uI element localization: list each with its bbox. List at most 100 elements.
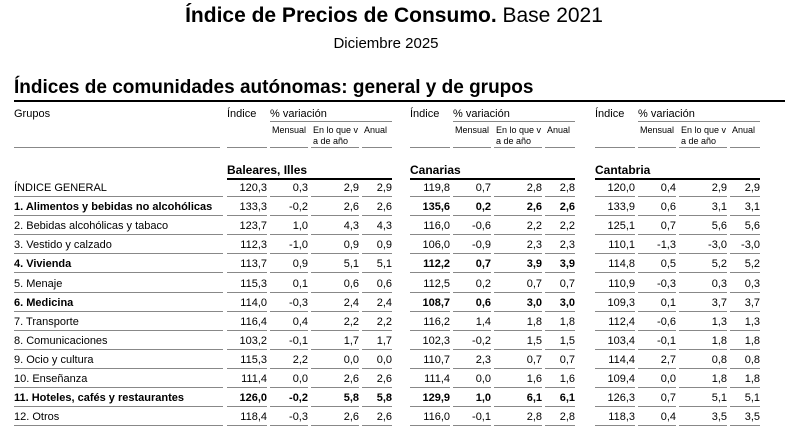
row-label: ÍNDICE GENERAL: [14, 181, 223, 197]
value-cell: 112,4: [595, 315, 635, 331]
value-cell: 2,6: [311, 372, 359, 388]
column-subheader: En lo que va de año: [681, 125, 727, 146]
value-cell: 5,6: [730, 219, 760, 236]
value-cell: 1,8: [545, 315, 575, 331]
value-cell: 3,0: [545, 296, 575, 312]
value-cell: 0,7: [453, 181, 491, 197]
value-cell: 5,1: [679, 391, 727, 408]
row-label: 4. Vivienda: [14, 257, 223, 274]
value-cell: -0,3: [270, 296, 308, 312]
column-header: Índice: [595, 107, 635, 148]
value-cell: 1,6: [494, 372, 542, 388]
value-cell: -0,9: [453, 238, 491, 255]
value-cell: 120,3: [227, 181, 267, 197]
value-cell: 0,7: [638, 219, 676, 236]
value-cell: 2,7: [638, 353, 676, 369]
value-cell: 0,5: [638, 257, 676, 274]
value-cell: 1,7: [311, 334, 359, 350]
value-cell: 123,7: [227, 219, 267, 236]
value-cell: 1,3: [679, 315, 727, 331]
column-header: Índice: [227, 107, 267, 148]
value-cell: 133,3: [227, 200, 267, 217]
value-cell: 2,9: [730, 181, 760, 197]
value-cell: 5,1: [362, 257, 392, 274]
row-label: 7. Transporte: [14, 315, 223, 331]
title-rest: Base 2021: [502, 4, 603, 27]
subheader-rule: [679, 147, 727, 148]
value-cell: 1,5: [494, 334, 542, 350]
value-cell: 2,9: [362, 181, 392, 197]
value-cell: 112,2: [410, 257, 450, 274]
subheader-rule: [494, 147, 542, 148]
value-cell: 0,0: [362, 353, 392, 369]
value-cell: -0,3: [270, 410, 308, 427]
value-cell: -0,2: [270, 200, 308, 217]
value-cell: 2,6: [362, 372, 392, 388]
value-cell: 114,4: [595, 353, 635, 369]
value-cell: 1,3: [730, 315, 760, 331]
column-header: % variación: [270, 107, 392, 122]
value-cell: 129,9: [410, 391, 450, 408]
value-cell: 0,8: [679, 353, 727, 369]
value-cell: 0,9: [362, 238, 392, 255]
value-cell: 6,1: [545, 391, 575, 408]
value-cell: 5,8: [362, 391, 392, 408]
row-label: 1. Alimentos y bebidas no alcohólicas: [14, 200, 223, 217]
value-cell: 0,0: [311, 353, 359, 369]
value-cell: 2,6: [362, 410, 392, 427]
value-cell: 2,3: [453, 353, 491, 369]
value-cell: 2,8: [545, 410, 575, 427]
value-cell: 5,1: [730, 391, 760, 408]
value-cell: 116,0: [410, 410, 450, 427]
value-cell: -3,0: [679, 238, 727, 255]
value-cell: 2,6: [362, 200, 392, 217]
value-cell: -1,3: [638, 238, 676, 255]
value-cell: 0,0: [638, 372, 676, 388]
title-bold: Índice de Precios de Consumo.: [185, 4, 497, 27]
row-label: 2. Bebidas alcohólicas y tabaco: [14, 219, 223, 236]
value-cell: 1,8: [679, 334, 727, 350]
value-cell: 0,3: [730, 277, 760, 293]
value-cell: 5,8: [311, 391, 359, 408]
value-cell: 2,2: [545, 219, 575, 236]
column-subheader: Mensual: [640, 125, 675, 135]
value-cell: 3,5: [730, 410, 760, 427]
value-cell: 1,0: [270, 219, 308, 236]
value-cell: 0,1: [638, 296, 676, 312]
value-cell: 126,0: [227, 391, 267, 408]
value-cell: 0,1: [270, 277, 308, 293]
value-cell: 113,7: [227, 257, 267, 274]
value-cell: 3,0: [494, 296, 542, 312]
value-cell: 1,8: [679, 372, 727, 388]
value-cell: 2,9: [679, 181, 727, 197]
value-cell: 0,0: [453, 372, 491, 388]
value-cell: 1,8: [494, 315, 542, 331]
value-cell: 2,3: [494, 238, 542, 255]
value-cell: 0,7: [545, 277, 575, 293]
value-cell: 0,7: [494, 277, 542, 293]
value-cell: 2,3: [545, 238, 575, 255]
value-cell: 2,6: [545, 200, 575, 217]
value-cell: 135,6: [410, 200, 450, 217]
value-cell: 0,2: [453, 277, 491, 293]
value-cell: 5,1: [311, 257, 359, 274]
subheader-rule: [362, 147, 392, 148]
header-rule: [14, 100, 785, 102]
value-cell: 119,8: [410, 181, 450, 197]
value-cell: 102,3: [410, 334, 450, 350]
value-cell: 0,6: [453, 296, 491, 312]
value-cell: -0,1: [638, 334, 676, 350]
value-cell: 110,1: [595, 238, 635, 255]
value-cell: -0,1: [270, 334, 308, 350]
value-cell: -0,2: [270, 391, 308, 408]
value-cell: -0,3: [638, 277, 676, 293]
column-subheader: Anual: [547, 125, 571, 135]
value-cell: -0,1: [453, 410, 491, 427]
value-cell: 106,0: [410, 238, 450, 255]
value-cell: 120,0: [595, 181, 635, 197]
column-header: Índice: [410, 107, 450, 148]
column-subheader: En lo que va de año: [496, 125, 542, 146]
value-cell: 2,8: [494, 410, 542, 427]
region-name: Cantabria: [595, 163, 760, 180]
